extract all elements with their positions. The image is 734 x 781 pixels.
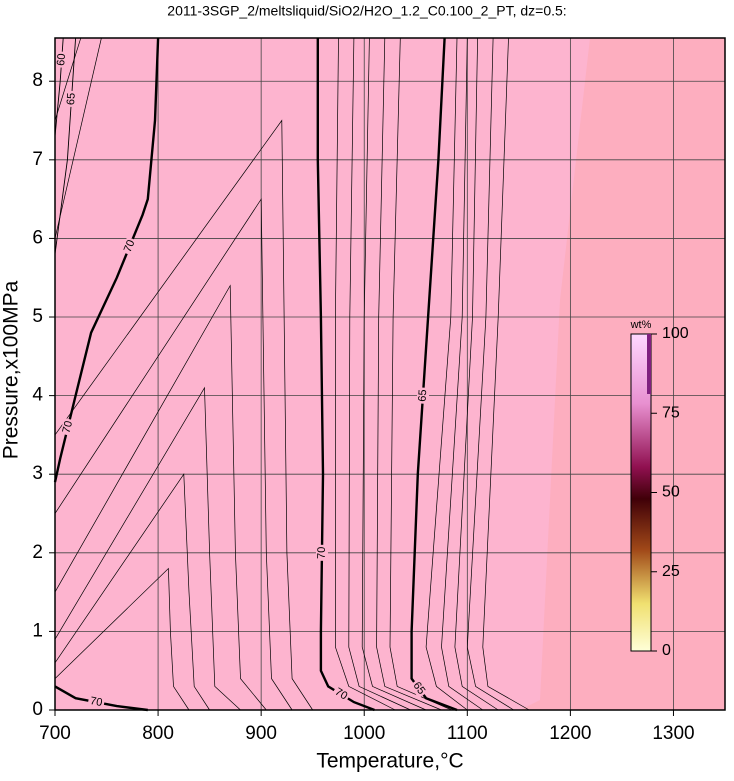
colorbar-tick-label: 25: [662, 563, 680, 580]
chart-title: 2011-3SGP_2/meltsliquid/SiO2/H2O_1.2_C0.…: [167, 3, 566, 19]
colorbar-tick-label: 75: [662, 404, 680, 421]
contour-label: 70: [122, 238, 138, 254]
contour-label-bg: [87, 694, 106, 710]
contour-line: [54, 284, 267, 711]
contour-line: [54, 119, 313, 711]
colorbar-tick-label: 0: [662, 642, 671, 659]
y-tick-label: 6: [32, 227, 43, 248]
y-tick-label: 7: [32, 149, 43, 170]
contour-line: [466, 37, 514, 711]
major-contour: [53, 37, 160, 483]
x-tick-label: 1000: [343, 723, 385, 744]
contour-label-bg: [60, 417, 76, 437]
y-tick-label: 4: [32, 385, 43, 406]
contour-label-bg: [315, 544, 329, 561]
y-tick-label: 2: [32, 542, 43, 563]
contour-line: [54, 567, 190, 711]
contour-line: [482, 37, 530, 711]
y-tick-label: 5: [32, 306, 43, 327]
contour-label: 70: [61, 420, 76, 435]
major-contour: [54, 37, 77, 255]
contour-label: 60: [55, 53, 68, 66]
contour-line: [54, 37, 82, 121]
contour-label: 65: [65, 92, 78, 105]
contour-label-bg: [416, 387, 430, 404]
contour-line: [425, 37, 468, 711]
contour-line: [441, 37, 483, 711]
y-tick-label: 0: [32, 699, 43, 720]
contour-line: [54, 197, 293, 711]
contour-line: [376, 37, 442, 711]
major-contour: [410, 37, 458, 712]
contours: 70 70 65 65 70 70 70 65 60: [53, 37, 530, 712]
contour-label: 65: [417, 389, 430, 402]
contour-label-bg: [121, 236, 139, 256]
x-axis-label: Temperature,°C: [316, 750, 463, 773]
contour-label: 70: [316, 547, 328, 559]
contour-line: [335, 37, 396, 711]
contour-label-bg: [55, 51, 69, 69]
y-tick-label: 1: [32, 620, 43, 641]
contour-line: [454, 37, 499, 711]
contour-line: [54, 386, 241, 711]
contour-line: [54, 37, 102, 239]
contour-line: [348, 37, 411, 711]
colorbar-label: wt%: [630, 319, 652, 331]
contour-label: 70: [333, 686, 350, 703]
colorbar-tick-label: 50: [662, 484, 680, 501]
x-tick-label: 900: [245, 723, 277, 744]
y-axis-label: Pressure,x100MPa: [0, 280, 23, 459]
contour-label-bg: [331, 684, 351, 704]
plot-frame: [54, 37, 726, 711]
colorbar-tick-label: 100: [662, 325, 689, 342]
contour-label-bg: [64, 90, 79, 108]
contour-line: [389, 37, 452, 711]
contour-label: 65: [410, 680, 427, 697]
x-tick-label: 1200: [549, 723, 591, 744]
y-tick-label: 8: [32, 70, 43, 91]
contour-line: [54, 473, 210, 711]
x-tick-label: 1300: [652, 723, 694, 744]
x-tick-label: 800: [142, 723, 174, 744]
contour-label-bg: [409, 678, 429, 699]
colorbar-edge: [647, 334, 651, 394]
x-tick-label: 1100: [447, 723, 488, 744]
contour-label: 70: [89, 695, 103, 709]
x-tick-label: 700: [39, 723, 71, 744]
y-tick-label: 3: [32, 463, 43, 484]
contour-line: [361, 37, 427, 711]
